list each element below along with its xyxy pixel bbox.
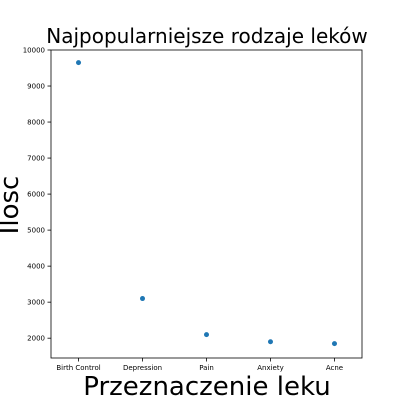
- y-tick-label: 6000: [27, 191, 45, 199]
- data-point: [331, 341, 337, 347]
- y-tick-label: 9000: [27, 83, 45, 91]
- data-point: [267, 339, 273, 345]
- y-tick-label: 3000: [27, 299, 45, 307]
- y-tick-label: 5000: [27, 227, 45, 235]
- x-tick-label: Pain: [199, 364, 214, 372]
- x-tick-label: Acne: [326, 364, 343, 372]
- x-tick-label: Anxiety: [257, 364, 284, 372]
- y-tick-label: 8000: [27, 119, 45, 127]
- y-tick-label: 4000: [27, 263, 45, 271]
- plot-area: 2000 3000 4000 5000 6000 7000 8000 9000 10000 Bir…: [23, 47, 363, 372]
- y-tick-label: 2000: [27, 335, 45, 343]
- x-tick-label: Depression: [123, 364, 162, 372]
- y-tick-label: 7000: [27, 155, 45, 163]
- x-tick-label: Birth Control: [56, 364, 100, 372]
- data-point: [140, 296, 146, 302]
- x-axis-label: Przeznaczenie leku: [83, 372, 330, 402]
- chart-title: Najpopularniejsze rodzaje leków: [46, 24, 367, 48]
- y-tick-label: 10000: [23, 47, 45, 55]
- data-point: [204, 332, 209, 338]
- y-axis-label: Ilosc: [0, 176, 25, 235]
- data-point: [76, 60, 82, 66]
